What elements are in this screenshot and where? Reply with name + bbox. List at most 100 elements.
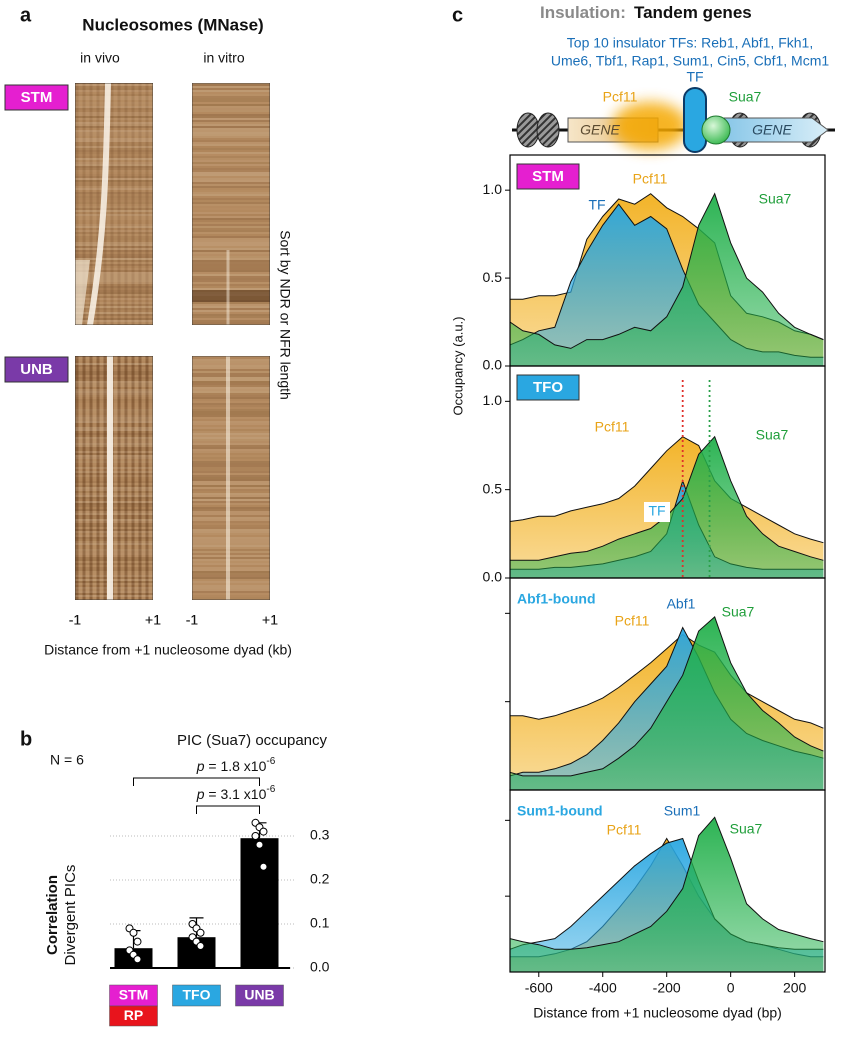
heatmap-bg — [192, 83, 270, 325]
note: N = 6 — [50, 752, 84, 768]
data-point — [133, 937, 142, 946]
dark-band — [192, 290, 270, 302]
chart-title: PIC (Sua7) occupancy — [177, 732, 328, 749]
plot-area — [510, 192, 824, 366]
series-label: Abf1 — [667, 596, 696, 612]
panel-letter: b — [20, 728, 32, 750]
p-symbol: p — [196, 786, 205, 802]
x-tick-label: +1 — [145, 612, 161, 628]
heatmap-bg — [75, 83, 153, 325]
area — [510, 616, 824, 790]
x-tick-label: -400 — [589, 980, 617, 996]
heatmap — [192, 356, 270, 600]
heatmap — [192, 83, 270, 325]
x-tick-label: 200 — [783, 980, 807, 996]
area — [510, 436, 824, 578]
p-exponent: -6 — [266, 756, 275, 767]
p-text: = 1.8 x10 — [205, 758, 267, 774]
x-tick-label: UNB — [244, 987, 274, 1003]
y-tick-label: 0.3 — [310, 827, 330, 843]
x-tick-label: STM — [119, 987, 149, 1003]
x-tick-label: +1 — [262, 612, 278, 628]
diagram-label: TF — [686, 69, 703, 85]
y-axis-label: Correlation — [44, 875, 61, 955]
x-axis-label: Distance from +1 nucleosome dyad (kb) — [44, 642, 292, 658]
header-gray: Insulation: — [540, 3, 626, 22]
sublabel: RP — [124, 1007, 143, 1023]
subtitle: Ume6, Tbf1, Rap1, Sum1, Cin5, Cbf1, Mcm1 — [551, 53, 830, 69]
area-outline — [510, 436, 824, 544]
series-label: Sum1 — [664, 803, 701, 819]
sua7-shape — [701, 115, 731, 145]
panel-letter: a — [20, 4, 32, 26]
series-label: Pcf11 — [633, 171, 668, 187]
y-tick-label: 0.0 — [483, 357, 503, 373]
label-bg — [644, 502, 670, 522]
area-outline — [510, 192, 824, 349]
series-label: Pcf11 — [615, 613, 650, 629]
bar — [240, 838, 279, 968]
p-value: p = 1.8 x10-6 — [196, 756, 276, 774]
panel-title: Abf1-bound — [517, 591, 596, 607]
p-value: p = 3.1 x10-6 — [196, 784, 276, 802]
area — [510, 838, 824, 972]
row-label: STM — [21, 89, 53, 106]
area-outline — [510, 633, 824, 729]
gene-label: GENE — [580, 122, 620, 138]
nfr-band — [87, 83, 111, 325]
plot-area — [510, 816, 824, 972]
side-label: Sort by NDR or NFR length — [277, 230, 293, 400]
row-label-box — [4, 84, 69, 111]
heatmap — [75, 83, 153, 325]
p-text: = 3.1 x10 — [205, 786, 267, 802]
area-outline — [510, 616, 824, 777]
diagram: GENE GENE Pcf11 TF Sua7 — [512, 69, 835, 153]
data-point — [259, 862, 268, 871]
series-label: Sua7 — [756, 427, 789, 443]
light-region — [75, 260, 90, 325]
y-tick-label: 1.0 — [483, 392, 503, 408]
plot-frame — [509, 789, 826, 973]
y-tick-label: 0.2 — [310, 871, 330, 887]
x-tick-label: -600 — [525, 980, 553, 996]
gene-label: GENE — [752, 122, 792, 138]
significance-bracket — [133, 777, 260, 786]
y-tick-label: 1.0 — [483, 181, 503, 197]
data-point — [196, 928, 205, 937]
series-label: Pcf11 — [595, 419, 630, 435]
x-tick-label: TFO — [183, 987, 211, 1003]
plot-area — [510, 616, 824, 790]
subtitle: Top 10 insulator TFs: Reb1, Abf1, Fkh1, — [567, 35, 813, 51]
y-tick-label: 0.5 — [483, 480, 503, 496]
panel-title: TFO — [533, 379, 563, 396]
diagram-label: Pcf11 — [603, 89, 638, 105]
sublabel-box — [109, 1005, 158, 1027]
panel-letter: c — [452, 4, 463, 26]
panel-title-box — [516, 163, 580, 190]
tf-shape — [683, 87, 707, 153]
area — [510, 193, 824, 366]
heatmap — [75, 356, 153, 600]
area-outline — [510, 816, 824, 950]
y-axis-label: Occupancy (a.u.) — [450, 317, 465, 416]
x-tick-label: +1 — [262, 612, 278, 628]
panel-title: Sum1-bound — [517, 803, 603, 819]
x-tick-label: -1 — [186, 612, 199, 628]
category-box — [235, 984, 284, 1007]
header: Insulation: Tandem genes — [540, 3, 752, 22]
data-point — [251, 832, 260, 840]
data-point — [129, 928, 138, 937]
area — [510, 817, 824, 972]
x-tick-label: -200 — [653, 980, 681, 996]
p-symbol: p — [196, 758, 205, 774]
heatmap-bg — [192, 356, 270, 600]
area — [510, 204, 824, 366]
header-title: Tandem genes — [634, 3, 752, 22]
pcf11-glow — [612, 102, 688, 150]
x-tick-label: 0 — [727, 980, 735, 996]
data-point — [196, 942, 205, 950]
column-label: in vitro — [203, 50, 244, 66]
series-label: TF — [588, 197, 605, 213]
data-point — [133, 955, 142, 964]
